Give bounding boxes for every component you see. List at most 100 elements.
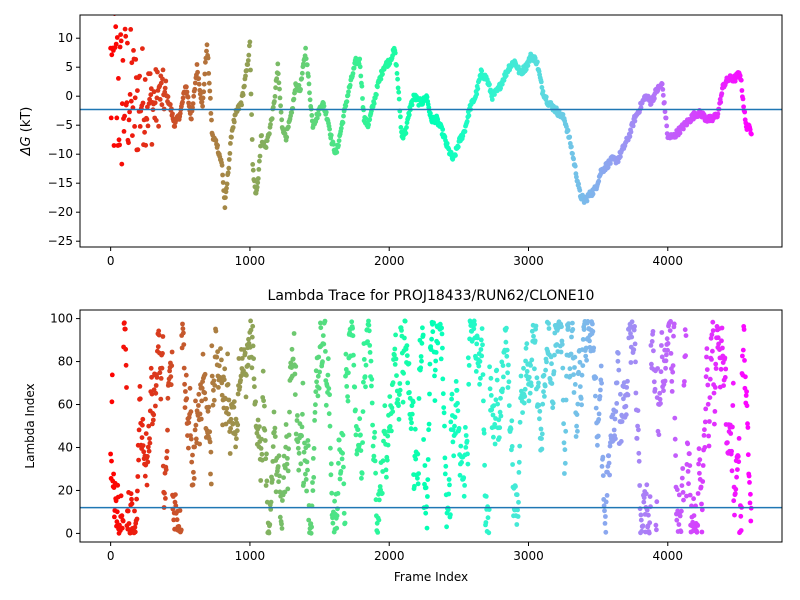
delta-g-point [632, 118, 638, 124]
lambda-point [303, 471, 308, 477]
delta-g-point [306, 73, 311, 79]
lambda-point [330, 520, 336, 526]
delta-g-point [227, 151, 233, 156]
lambda-point [277, 473, 282, 479]
lambda-point [339, 456, 345, 462]
delta-g-point [223, 195, 228, 201]
delta-g-point [196, 81, 202, 87]
lambda-point [212, 383, 218, 388]
lambda-point [226, 411, 231, 417]
lambda-point [651, 348, 656, 354]
lambda-point [304, 459, 310, 465]
delta-g-point [117, 44, 123, 50]
lambda-point [228, 426, 234, 431]
lambda-point [705, 401, 711, 407]
delta-g-point [567, 134, 573, 140]
lambda-point [445, 507, 451, 513]
lambda-point [479, 326, 485, 331]
lambda-point [150, 421, 155, 427]
delta-g-point [170, 111, 175, 117]
lambda-point [618, 439, 624, 444]
lambda-point [578, 396, 584, 401]
lambda-point [292, 371, 298, 377]
lambda-point [171, 517, 177, 523]
lambda-point [193, 436, 199, 442]
lambda-point [583, 345, 589, 351]
delta-g-point [618, 154, 623, 160]
lambda-point [363, 362, 369, 368]
lambda-point [140, 443, 146, 448]
delta-g-point [145, 123, 151, 129]
lambda-point [729, 448, 734, 454]
lambda-point [270, 444, 276, 449]
lambda-point [707, 395, 713, 400]
lambda-point [623, 412, 629, 418]
lambda-point [332, 498, 337, 504]
lambda-point [418, 354, 424, 359]
lambda-point [532, 366, 537, 372]
lambda-point [676, 522, 682, 527]
lambda-point [625, 392, 631, 398]
lambda-point [731, 498, 737, 504]
lambda-point [591, 345, 597, 351]
delta-g-point [276, 80, 282, 86]
delta-g-point [128, 98, 134, 104]
lambda-point [132, 529, 138, 535]
lambda-point [539, 446, 545, 452]
delta-g-point [394, 62, 399, 68]
delta-g-point [273, 85, 278, 91]
lambda-point [404, 353, 410, 358]
delta-g-point [201, 89, 207, 95]
delta-g-point [615, 159, 621, 165]
delta-g-point [268, 122, 273, 127]
lambda-point [478, 347, 484, 352]
delta-g-point [576, 181, 581, 187]
delta-g-point [444, 141, 450, 146]
lambda-point [250, 323, 256, 329]
delta-g-point [184, 84, 189, 90]
lambda-point [743, 374, 748, 380]
lambda-point [449, 391, 455, 397]
delta-g-point [151, 89, 157, 95]
lambda-point [249, 334, 255, 340]
lambda-point [168, 382, 174, 388]
lambda-point [562, 447, 568, 453]
lambda-point [360, 440, 365, 445]
lambda-point [199, 385, 205, 391]
lambda-point [262, 427, 268, 433]
lambda-point [733, 486, 739, 492]
lambda-point [748, 491, 753, 497]
delta-g-series [108, 15, 754, 211]
lambda-point [702, 419, 708, 425]
lambda-point [515, 507, 520, 513]
lambda-point [653, 522, 659, 528]
lambda-point [415, 451, 421, 457]
lambda-point [342, 520, 348, 526]
lambda-point [410, 399, 416, 405]
lambda-point [536, 402, 542, 408]
delta-g-point [367, 117, 373, 122]
lambda-point [595, 433, 601, 439]
lambda-point [253, 399, 258, 405]
delta-g-point [403, 130, 409, 136]
lambda-point [466, 363, 472, 368]
delta-g-point [142, 129, 148, 135]
lambda-point [494, 367, 500, 373]
lambda-point [326, 411, 332, 417]
delta-g-point [269, 116, 275, 122]
lambda-point [435, 340, 441, 346]
lambda-point [618, 391, 623, 397]
delta-g-point [162, 85, 168, 91]
lambda-point [368, 358, 374, 364]
lambda-point [745, 421, 750, 427]
lambda-point [446, 477, 452, 482]
lambda-point [357, 416, 363, 422]
lambda-point [258, 478, 264, 483]
lambda-point [735, 454, 741, 459]
lambda-point [704, 367, 710, 372]
lambda-point [703, 374, 709, 380]
delta-g-point [474, 91, 480, 97]
lambda-point [656, 432, 662, 438]
lambda-point [334, 513, 340, 519]
delta-g-point [571, 156, 576, 162]
